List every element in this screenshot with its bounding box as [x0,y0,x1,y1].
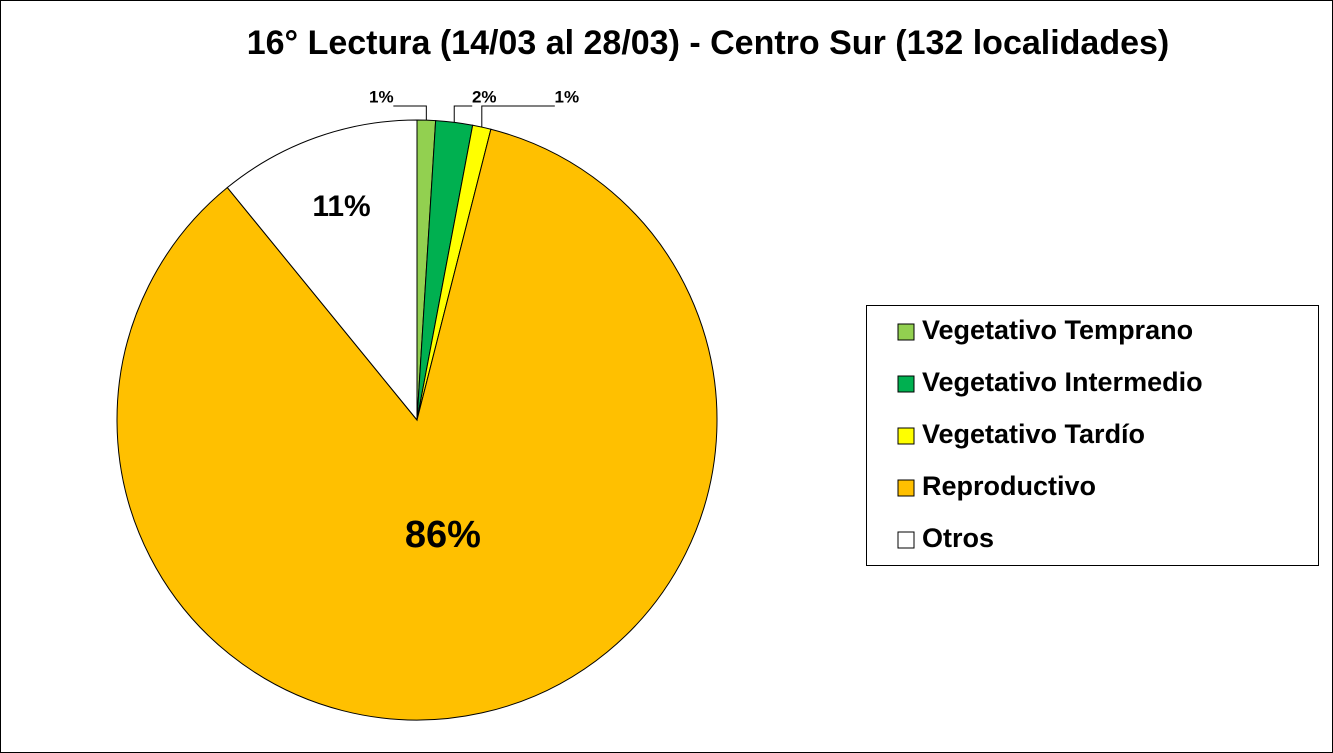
legend-swatch [897,427,915,445]
legend-swatch [897,323,915,341]
leader-line [453,105,473,123]
legend-box [866,305,1319,566]
data-label: 1% [555,87,580,106]
data-label: 86% [405,514,481,556]
pie-slice [226,119,418,422]
legend-swatch [897,479,915,497]
data-label: 11% [312,190,370,223]
leader-line [481,105,555,128]
chart-title: 16° Lectura (14/03 al 28/03) - Centro Su… [247,24,1170,62]
pie-slice [116,128,718,721]
legend-label: Reproductivo [922,471,1096,501]
legend-label: Vegetativo Intermedio [922,367,1203,397]
legend-label: Vegetativo Temprano [922,315,1193,345]
legend-swatch [897,375,915,393]
legend-label: Vegetativo Tardío [922,419,1145,449]
leader-line [393,105,427,121]
legend-label: Otros [922,523,994,553]
legend-swatch [897,531,915,549]
data-label: 1% [369,87,394,106]
data-label: 2% [472,87,497,106]
